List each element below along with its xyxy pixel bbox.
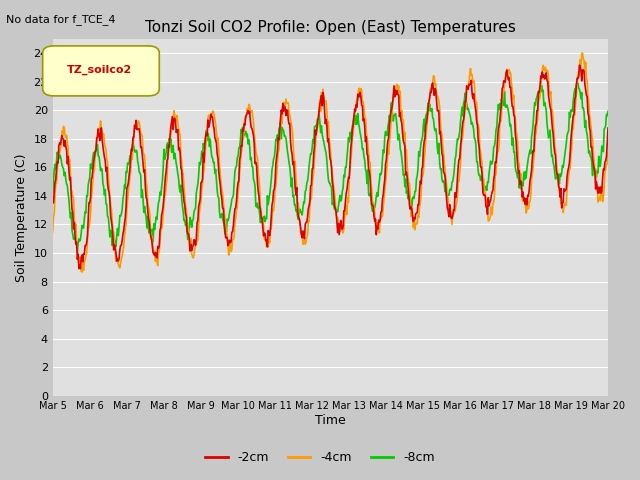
Legend: -2cm, -4cm, -8cm: -2cm, -4cm, -8cm <box>200 446 440 469</box>
FancyBboxPatch shape <box>43 46 159 96</box>
X-axis label: Time: Time <box>315 414 346 427</box>
Title: Tonzi Soil CO2 Profile: Open (East) Temperatures: Tonzi Soil CO2 Profile: Open (East) Temp… <box>145 20 516 35</box>
Y-axis label: Soil Temperature (C): Soil Temperature (C) <box>15 153 28 282</box>
Text: No data for f_TCE_4: No data for f_TCE_4 <box>6 14 116 25</box>
Text: TZ_soilco2: TZ_soilco2 <box>67 65 132 75</box>
